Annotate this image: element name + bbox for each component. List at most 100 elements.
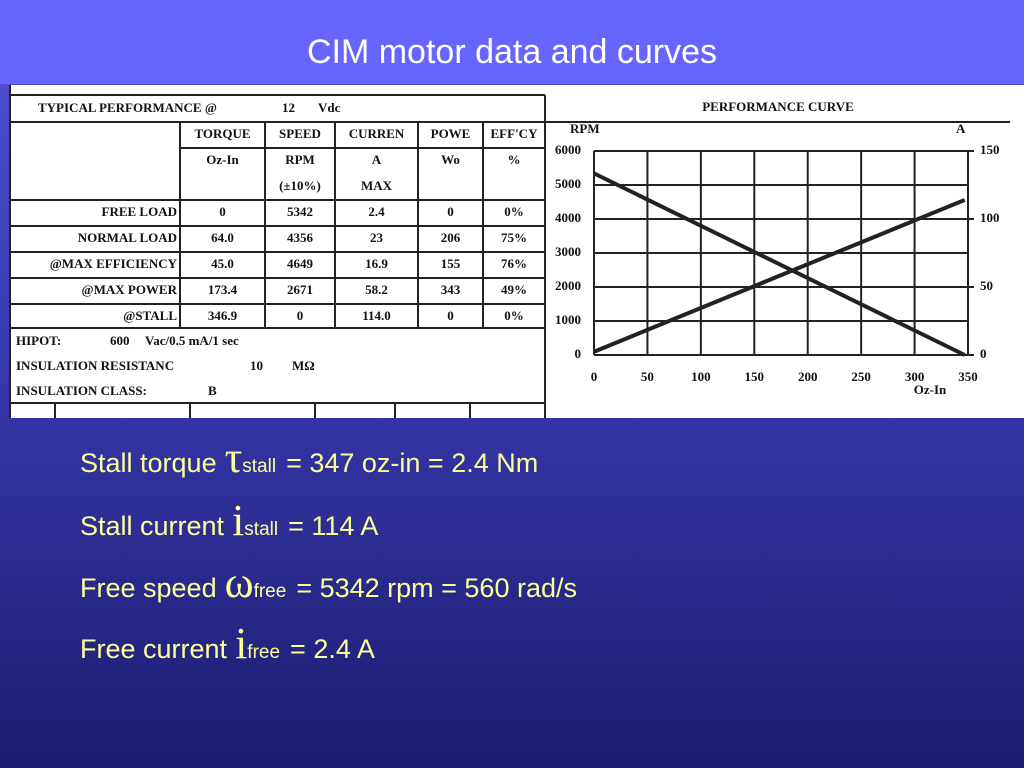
cell: 0 bbox=[297, 308, 304, 323]
y-tick-label: 3000 bbox=[555, 244, 581, 259]
y-tick-label: 2000 bbox=[555, 278, 581, 293]
fact-subscript: free bbox=[253, 581, 287, 602]
fact-value: = 2.4 A bbox=[290, 634, 375, 664]
y-tick-label: 0 bbox=[575, 346, 582, 361]
y2-tick-label: 0 bbox=[980, 346, 987, 361]
column-header: EFF'CY bbox=[491, 126, 539, 141]
fact-label: Stall current bbox=[80, 511, 225, 541]
x-tick-label: 100 bbox=[691, 369, 711, 384]
fact-label: Stall torque bbox=[80, 448, 217, 478]
x-tick-label: 150 bbox=[745, 369, 765, 384]
cell: 0% bbox=[504, 308, 524, 323]
table-voltage-unit: Vdc bbox=[318, 100, 341, 115]
cell: 16.9 bbox=[365, 256, 388, 271]
fact-label: Free current bbox=[80, 634, 228, 664]
row-label: @MAX POWER bbox=[81, 282, 177, 297]
fact-value: = 114 A bbox=[288, 511, 379, 541]
cell: 58.2 bbox=[365, 282, 388, 297]
fact-value: = 347 oz-in = 2.4 Nm bbox=[286, 448, 539, 478]
fact-label: Free speed bbox=[80, 573, 217, 603]
fact: Free speed ωfree = 5342 rpm = 560 rad/s bbox=[80, 557, 577, 608]
cell: 346.9 bbox=[208, 308, 238, 323]
fact-symbol: τ bbox=[224, 433, 243, 482]
column-header: MAX bbox=[361, 178, 393, 193]
table-voltage: 12 bbox=[282, 100, 295, 115]
cell: 23 bbox=[370, 230, 384, 245]
note: 600 bbox=[110, 333, 130, 348]
y2-tick-label: 100 bbox=[980, 210, 1000, 225]
x-tick-label: 200 bbox=[798, 369, 818, 384]
fact: Stall torque τstall = 347 oz-in = 2.4 Nm bbox=[80, 432, 538, 483]
note: 10 bbox=[250, 358, 263, 373]
cell: 49% bbox=[501, 282, 527, 297]
column-header: CURREN bbox=[349, 126, 405, 141]
note: MΩ bbox=[292, 358, 315, 373]
y-tick-label: 6000 bbox=[555, 142, 581, 157]
curve-title: PERFORMANCE CURVE bbox=[702, 99, 854, 114]
fact-subscript: free bbox=[247, 642, 281, 663]
title-bar bbox=[0, 0, 1024, 84]
fact-subscript: stall bbox=[244, 519, 279, 540]
note: INSULATION RESISTANC bbox=[16, 358, 174, 373]
column-header: Wo bbox=[441, 152, 460, 167]
cell: 173.4 bbox=[208, 282, 238, 297]
x-tick-label: 0 bbox=[591, 369, 598, 384]
x-tick-label: 250 bbox=[851, 369, 871, 384]
cell: 0 bbox=[447, 204, 454, 219]
x-tick-label: 350 bbox=[958, 369, 978, 384]
fact-symbol: i bbox=[235, 619, 248, 668]
column-header: Oz-In bbox=[206, 152, 239, 167]
note: HIPOT: bbox=[16, 333, 61, 348]
y2-tick-label: 150 bbox=[980, 142, 1000, 157]
note: B bbox=[208, 383, 217, 398]
row-label: NORMAL LOAD bbox=[78, 230, 177, 245]
current-curve bbox=[593, 198, 966, 354]
cell: 75% bbox=[501, 230, 527, 245]
cell: 2.4 bbox=[368, 204, 385, 219]
cell: 4356 bbox=[287, 230, 314, 245]
fact-symbol: ω bbox=[224, 558, 254, 607]
x-axis-label: Oz-In bbox=[914, 382, 947, 397]
column-header: RPM bbox=[285, 152, 315, 167]
fact-value: = 5342 rpm = 560 rad/s bbox=[296, 573, 577, 603]
cell: 0% bbox=[504, 204, 524, 219]
column-header: SPEED bbox=[279, 126, 321, 141]
cell: 5342 bbox=[287, 204, 313, 219]
cell: 45.0 bbox=[211, 256, 234, 271]
column-header: (±10%) bbox=[279, 178, 321, 193]
column-header: A bbox=[372, 152, 382, 167]
datasheet-scan: TYPICAL PERFORMANCE @ 12 Vdc TORQUE Oz-In SPE… bbox=[9, 85, 1024, 418]
y-tick-label: 1000 bbox=[555, 312, 581, 327]
cell: 206 bbox=[441, 230, 461, 245]
y2-tick-label: 50 bbox=[980, 278, 993, 293]
row-label: @MAX EFFICIENCY bbox=[50, 256, 178, 271]
cell: 155 bbox=[441, 256, 461, 271]
fact-symbol: i bbox=[232, 496, 245, 545]
fact: Free current ifree = 2.4 A bbox=[80, 618, 375, 669]
cell: 76% bbox=[501, 256, 527, 271]
cell: 114.0 bbox=[362, 308, 391, 323]
column-header: POWE bbox=[431, 126, 471, 141]
column-header: TORQUE bbox=[194, 126, 250, 141]
slide-title: CIM motor data and curves bbox=[306, 33, 718, 71]
row-label: FREE LOAD bbox=[102, 204, 177, 219]
cell: 4649 bbox=[287, 256, 314, 271]
fact: Stall current istall = 114 A bbox=[80, 495, 378, 546]
cell: 64.0 bbox=[211, 230, 234, 245]
speed-curve bbox=[593, 171, 966, 357]
cell: 0 bbox=[447, 308, 454, 323]
x-tick-label: 50 bbox=[641, 369, 654, 384]
y-tick-label: 5000 bbox=[555, 176, 581, 191]
y-tick-label: 4000 bbox=[555, 210, 581, 225]
note: INSULATION CLASS: bbox=[16, 383, 147, 398]
cell: 343 bbox=[441, 282, 461, 297]
table-heading: TYPICAL PERFORMANCE @ bbox=[38, 100, 217, 115]
cell: 2671 bbox=[287, 282, 313, 297]
column-header: % bbox=[508, 152, 521, 167]
y2-axis-label: A bbox=[956, 121, 966, 136]
note: Vac/0.5 mA/1 sec bbox=[145, 333, 239, 348]
cell: 0 bbox=[219, 204, 226, 219]
row-label: @STALL bbox=[123, 308, 177, 323]
fact-subscript: stall bbox=[242, 456, 277, 477]
